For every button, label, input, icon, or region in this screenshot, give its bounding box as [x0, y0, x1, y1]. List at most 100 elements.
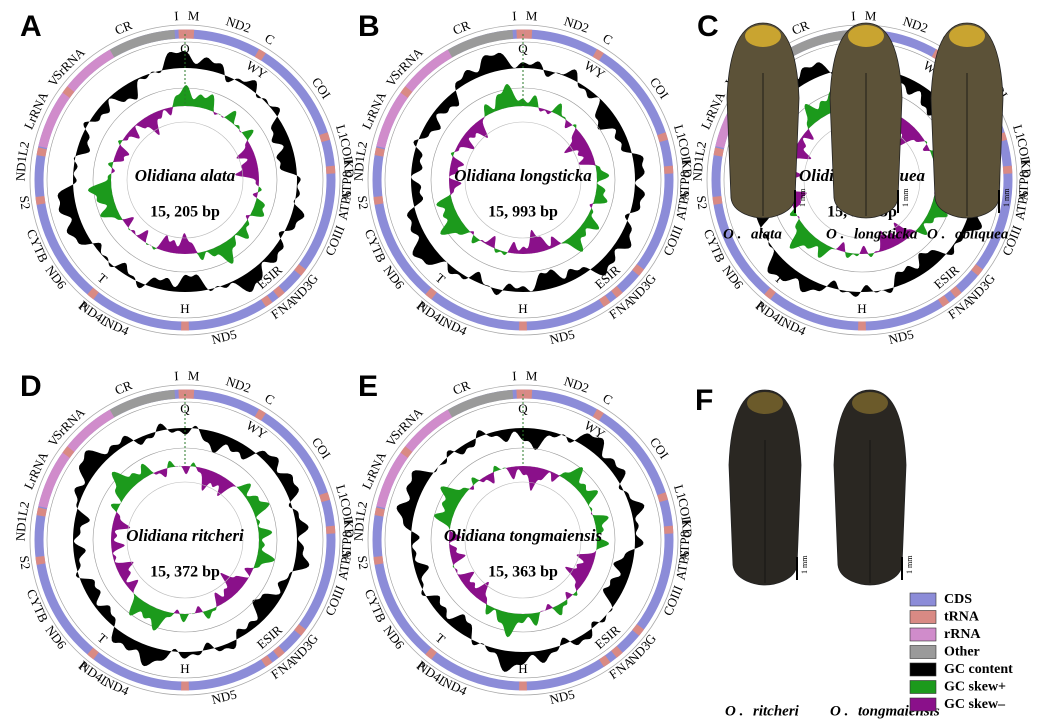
gene-label: C: [600, 30, 615, 47]
specimen-head: [848, 25, 884, 47]
species-name: Olidiana alata: [135, 166, 236, 185]
legend-label: Other: [944, 645, 980, 660]
gene-label: ND1: [351, 515, 368, 541]
trna-gene: [636, 267, 641, 273]
specimen-head: [745, 25, 781, 47]
gene-label: C: [262, 30, 277, 47]
trna-gene: [379, 508, 380, 516]
gene-label: M: [187, 8, 200, 24]
gene-label: C: [600, 390, 615, 407]
trna-gene: [668, 526, 669, 534]
gene-label: T: [95, 270, 111, 287]
trna-gene: [636, 627, 641, 633]
gene-label: ND2: [562, 373, 591, 395]
gene-label: ND2: [562, 13, 591, 35]
gene-label: H: [857, 301, 866, 316]
legend-swatch: [910, 663, 936, 676]
specimen-head: [747, 392, 783, 414]
gene-label: S2: [17, 555, 34, 571]
gene-label: ND2: [901, 13, 930, 35]
trna-gene: [767, 291, 773, 296]
legend-label: rRNA: [944, 627, 981, 642]
specimen: 1 mm O . ritcheri: [725, 390, 809, 719]
specimen-genus: O .: [830, 703, 848, 719]
specimen-genus: O .: [723, 226, 741, 242]
gene-label: I: [512, 8, 517, 23]
genome-length: 15, 372 bp: [150, 564, 220, 581]
specimen-species: ritcheri: [753, 703, 800, 719]
genome-length: 15, 993 bp: [488, 204, 558, 221]
legend-swatch: [910, 593, 936, 606]
specimen-species: obliquea: [955, 226, 1009, 242]
gene-label: M: [187, 368, 200, 384]
gene-label: M: [864, 8, 877, 24]
specimen-genus: O .: [725, 703, 743, 719]
legend-swatch: [910, 646, 936, 659]
trna-gene: [263, 659, 269, 663]
genome-map: BCRIMQND2CWYCOIL1COIIKDATP8ATP6COIIIGND3…: [351, 8, 696, 347]
specimen-head: [949, 25, 985, 47]
gene-label: I: [512, 368, 517, 383]
trna-gene: [718, 148, 719, 156]
gene-label: ND1: [351, 155, 368, 181]
panel-letter: A: [20, 10, 42, 43]
trna-gene: [601, 299, 607, 303]
scale-label: 1 mm: [901, 188, 910, 207]
trna-gene: [66, 89, 71, 95]
gene-label: T: [433, 270, 449, 287]
gene-label: ND2: [224, 13, 253, 35]
legend-label: CDS: [944, 592, 972, 607]
specimen-genus: O .: [826, 226, 844, 242]
scale-label: 1 mm: [800, 555, 809, 574]
genome-length: 15, 205 bp: [150, 204, 220, 221]
gene-label: ND1: [13, 155, 30, 181]
trna-gene: [1007, 166, 1008, 174]
trna-gene: [953, 289, 959, 294]
legend-label: GC skew+: [944, 680, 1006, 695]
gene-label: ND5: [210, 686, 238, 707]
trna-gene: [379, 148, 380, 156]
legend-label: GC skew–: [944, 697, 1006, 712]
trna-gene: [90, 291, 96, 296]
species-name: Olidiana ritcheri: [126, 526, 244, 545]
trna-gene: [323, 494, 325, 501]
gene-label: ND5: [548, 686, 576, 707]
trna-gene: [257, 53, 264, 57]
trna-gene: [614, 289, 620, 294]
gene-label: ND1: [13, 515, 30, 541]
gene-label: H: [180, 661, 189, 676]
gene-label: COI: [647, 75, 672, 102]
trna-gene: [595, 53, 602, 57]
legend-swatch: [910, 698, 936, 711]
specimen-genus: O .: [927, 226, 945, 242]
trna-gene: [41, 148, 42, 156]
trna-gene: [298, 267, 303, 273]
trna-gene: [428, 291, 434, 296]
trna-gene: [276, 649, 282, 654]
trna-gene: [668, 166, 669, 174]
gene-label: I: [174, 8, 179, 23]
trna-gene: [940, 299, 946, 303]
genome-map: ACRIMQND2CWYCOIL1COIIKDATP8ATP6COIIIGND3…: [13, 8, 358, 347]
scale-label: 1 mm: [905, 555, 914, 574]
gene-label: M: [525, 368, 538, 384]
genome-length: 15, 363 bp: [488, 564, 558, 581]
legend-swatch: [910, 611, 936, 624]
gene-label: Q: [518, 41, 528, 56]
gene-label: T: [433, 630, 449, 647]
gene-label: Q: [180, 41, 190, 56]
gene-label: Q: [518, 401, 528, 416]
legend-label: GC content: [944, 662, 1013, 677]
gene-label: L2: [692, 140, 709, 157]
gene-label: T: [95, 630, 111, 647]
specimen-species: alata: [751, 226, 782, 242]
trna-gene: [41, 508, 42, 516]
panel-letter: C: [697, 10, 719, 43]
trna-gene: [595, 413, 602, 417]
trna-gene: [90, 651, 96, 656]
gene-label: H: [518, 301, 527, 316]
panel-letter: F: [695, 384, 713, 417]
gene-label: L2: [15, 140, 32, 157]
trna-gene: [263, 299, 269, 303]
trna-gene: [40, 197, 41, 205]
